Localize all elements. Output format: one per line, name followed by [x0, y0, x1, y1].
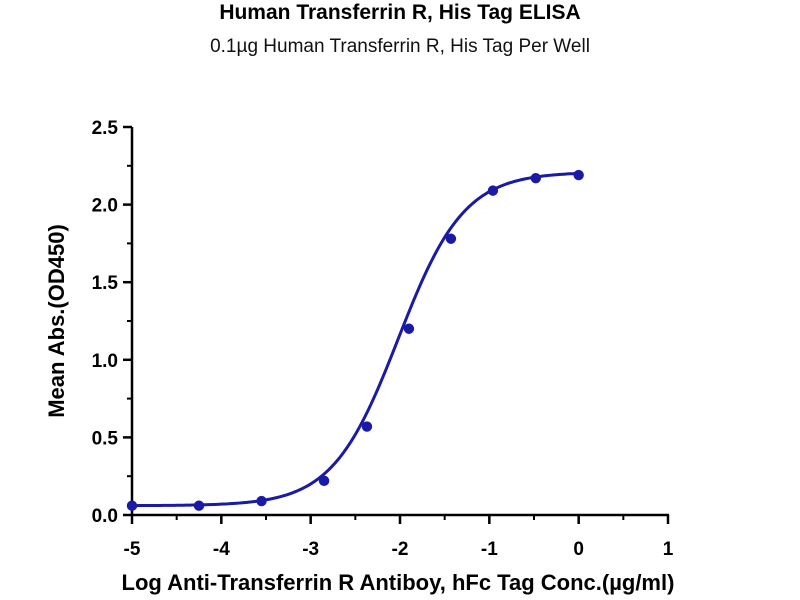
chart-title: Human Transferrin R, His Tag ELISA — [219, 1, 581, 24]
x-tick-label: 0 — [573, 539, 584, 560]
data-point — [126, 500, 138, 511]
chart-subtitle: 0.1µg Human Transferrin R, His Tag Per W… — [210, 36, 590, 57]
fit-curve — [131, 171, 579, 508]
axes: -5 -4 -3 -2 -1 0 1 0.0 0.5 1.0 1.5 2.0 2.5 — [92, 118, 674, 560]
data-point — [530, 173, 541, 184]
data-point — [403, 323, 415, 334]
x-tick-label: 1 — [663, 539, 674, 560]
y-tick-label: 1.0 — [92, 351, 118, 372]
y-tick-label: 0.0 — [92, 506, 118, 527]
y-axis-label: Mean Abs.(OD450) — [44, 224, 69, 418]
y-tick-label: 2.0 — [92, 196, 118, 217]
data-point — [256, 495, 267, 507]
x-axis-label: Log Anti-Transferrin R Antiboy, hFc Tag … — [122, 570, 675, 595]
y-tick-label: 2.5 — [92, 118, 119, 139]
x-tick-label: -1 — [481, 539, 498, 560]
x-tick-label: -3 — [302, 539, 319, 560]
x-tick-label: -2 — [392, 539, 409, 560]
data-point — [361, 421, 373, 432]
y-tick-label: 0.5 — [92, 428, 119, 449]
data-point — [318, 475, 330, 487]
data-point — [573, 169, 584, 181]
fit-curve-layer — [131, 171, 579, 508]
y-tick-label: 1.5 — [92, 273, 119, 294]
x-tick-label: -4 — [213, 539, 230, 560]
data-point — [487, 185, 499, 196]
data-point — [445, 233, 457, 244]
data-points-layer — [126, 169, 584, 511]
data-point — [193, 500, 205, 511]
x-tick-label: -5 — [124, 539, 141, 560]
